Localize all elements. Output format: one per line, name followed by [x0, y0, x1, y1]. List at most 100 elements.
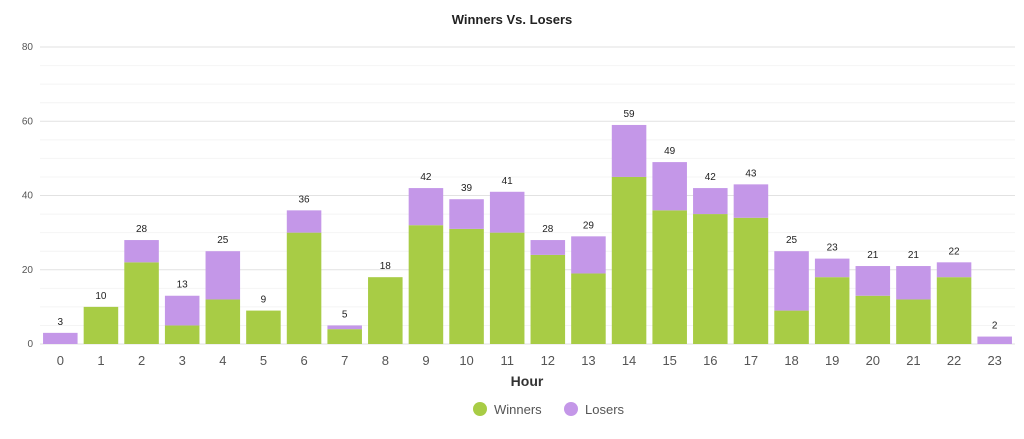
- x-tick-label: 20: [866, 353, 880, 368]
- chart-title: Winners Vs. Losers: [452, 12, 573, 27]
- bars: [43, 124, 1012, 344]
- bar-losers-hour-23[interactable]: [977, 336, 1012, 344]
- data-label-hour-7: 5: [342, 309, 348, 320]
- legend: Winners Losers: [473, 402, 625, 417]
- bar-winners-hour-17[interactable]: [733, 217, 769, 344]
- y-axis-ticks: 0 20 40 60 80: [22, 42, 34, 350]
- bar-losers-hour-18[interactable]: [774, 251, 809, 311]
- bar-winners-hour-16[interactable]: [693, 214, 728, 344]
- bar-winners-hour-3[interactable]: [164, 325, 200, 344]
- bar-winners-hour-4[interactable]: [205, 299, 241, 344]
- bar-losers-hour-12[interactable]: [530, 240, 566, 255]
- bar-winners-hour-20[interactable]: [855, 295, 891, 344]
- x-tick-label: 7: [341, 353, 348, 368]
- y-tick-label: 60: [22, 116, 34, 127]
- bar-losers-hour-2[interactable]: [124, 240, 159, 263]
- x-axis-label: Hour: [511, 373, 544, 389]
- data-label-hour-16: 42: [705, 172, 717, 183]
- data-label-hour-21: 21: [908, 250, 920, 261]
- bar-losers-hour-6[interactable]: [286, 210, 322, 233]
- y-tick-label: 40: [22, 191, 34, 202]
- bar-winners-hour-6[interactable]: [286, 232, 322, 344]
- legend-label: Losers: [585, 402, 625, 417]
- x-tick-label: 9: [422, 353, 429, 368]
- bar-losers-hour-3[interactable]: [164, 295, 200, 326]
- bar-losers-hour-20[interactable]: [855, 266, 891, 296]
- bar-losers-hour-4[interactable]: [205, 251, 241, 300]
- bar-losers-hour-19[interactable]: [814, 258, 850, 278]
- bar-losers-hour-10[interactable]: [449, 199, 484, 229]
- bar-losers-hour-15[interactable]: [652, 162, 687, 211]
- bar-winners-hour-10[interactable]: [449, 228, 484, 344]
- y-tick-label: 20: [22, 265, 34, 276]
- bar-winners-hour-12[interactable]: [530, 254, 566, 344]
- x-tick-label: 4: [219, 353, 226, 368]
- bar-winners-hour-11[interactable]: [489, 232, 525, 344]
- data-label-hour-23: 2: [992, 321, 998, 332]
- data-label-hour-3: 13: [177, 280, 189, 291]
- legend-item-losers[interactable]: Losers: [564, 402, 625, 417]
- x-tick-label: 2: [138, 353, 145, 368]
- data-label-hour-20: 21: [867, 250, 879, 261]
- x-tick-label: 1: [97, 353, 104, 368]
- data-label-hour-10: 39: [461, 183, 473, 194]
- x-tick-label: 10: [459, 353, 473, 368]
- data-label-hour-5: 9: [261, 295, 267, 306]
- bar-losers-hour-16[interactable]: [693, 188, 728, 215]
- grid: [40, 46, 1015, 345]
- data-label-hour-6: 36: [299, 194, 311, 205]
- data-label-hour-0: 3: [58, 317, 64, 328]
- x-tick-label: 5: [260, 353, 267, 368]
- data-label-hour-19: 23: [827, 243, 839, 254]
- x-tick-label: 11: [500, 353, 514, 368]
- bar-winners-hour-13[interactable]: [571, 273, 606, 344]
- x-tick-label: 12: [541, 353, 555, 368]
- bar-losers-hour-14[interactable]: [611, 124, 647, 177]
- bar-winners-hour-22[interactable]: [936, 277, 972, 344]
- bar-losers-hour-7[interactable]: [327, 325, 362, 330]
- bar-winners-hour-18[interactable]: [774, 310, 809, 344]
- legend-item-winners[interactable]: Winners: [473, 402, 542, 417]
- bar-winners-hour-7[interactable]: [327, 329, 362, 344]
- bar-winners-hour-2[interactable]: [124, 262, 159, 344]
- x-tick-label: 22: [947, 353, 961, 368]
- x-tick-label: 19: [825, 353, 839, 368]
- x-tick-label: 23: [987, 353, 1001, 368]
- y-tick-label: 80: [22, 42, 34, 53]
- data-label-hour-4: 25: [217, 235, 229, 246]
- data-label-hour-13: 29: [583, 220, 595, 231]
- bar-losers-hour-0[interactable]: [43, 332, 78, 344]
- data-label-hour-11: 41: [502, 176, 514, 187]
- bar-winners-hour-15[interactable]: [652, 210, 687, 344]
- data-label-hour-17: 43: [745, 168, 757, 179]
- data-label-hour-9: 42: [420, 172, 432, 183]
- x-tick-label: 18: [784, 353, 798, 368]
- data-label-hour-14: 59: [624, 109, 636, 120]
- bar-losers-hour-11[interactable]: [489, 191, 525, 233]
- bar-winners-hour-9[interactable]: [408, 225, 444, 344]
- bar-losers-hour-17[interactable]: [733, 184, 769, 218]
- data-label-hour-1: 10: [95, 291, 107, 302]
- bar-losers-hour-13[interactable]: [571, 236, 606, 274]
- x-tick-label: 17: [744, 353, 758, 368]
- bar-losers-hour-9[interactable]: [408, 188, 444, 226]
- data-label-hour-22: 22: [949, 246, 961, 257]
- data-label-hour-2: 28: [136, 224, 148, 235]
- bar-winners-hour-14[interactable]: [611, 176, 647, 344]
- bar-winners-hour-19[interactable]: [814, 277, 850, 344]
- x-tick-label: 21: [906, 353, 920, 368]
- bar-winners-hour-21[interactable]: [896, 299, 931, 344]
- bar-losers-hour-22[interactable]: [936, 262, 972, 278]
- data-label-hour-12: 28: [542, 224, 554, 235]
- data-label-hour-8: 18: [380, 261, 392, 272]
- bar-winners-hour-5[interactable]: [246, 310, 281, 344]
- x-tick-label: 6: [300, 353, 307, 368]
- bar-winners-hour-8[interactable]: [368, 277, 403, 344]
- bar-losers-hour-21[interactable]: [896, 266, 931, 300]
- x-tick-label: 15: [662, 353, 676, 368]
- bar-winners-hour-1[interactable]: [83, 306, 119, 344]
- y-tick-label: 0: [27, 339, 33, 350]
- data-labels: 3 10 28 13 25 9 36 5 18 42 39 41 28 29 59 49 42 43 25 23 21 2…: [58, 109, 998, 332]
- legend-marker: [564, 402, 578, 416]
